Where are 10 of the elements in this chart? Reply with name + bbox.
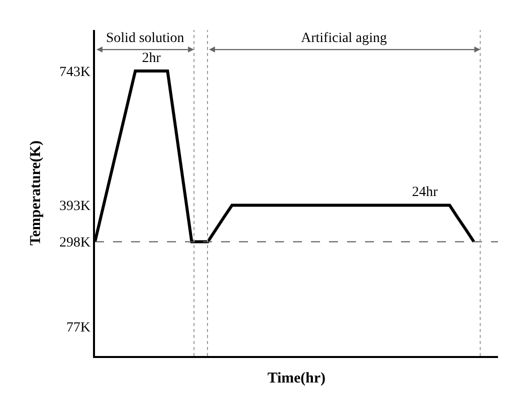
annotation: 24hr bbox=[412, 185, 438, 200]
y-tick-label: 393K bbox=[59, 199, 90, 214]
annotation: Artificial aging bbox=[301, 31, 387, 46]
annotation: Solid solution bbox=[106, 31, 184, 46]
y-tick-label: 77K bbox=[66, 320, 90, 336]
y-axis-title: Temperature(K) bbox=[28, 140, 44, 246]
y-tick-label: 298K bbox=[59, 236, 90, 251]
annotation: 2hr bbox=[142, 51, 161, 66]
y-tick-label: 743K bbox=[59, 64, 90, 80]
x-axis-title: Time(hr) bbox=[267, 370, 326, 386]
